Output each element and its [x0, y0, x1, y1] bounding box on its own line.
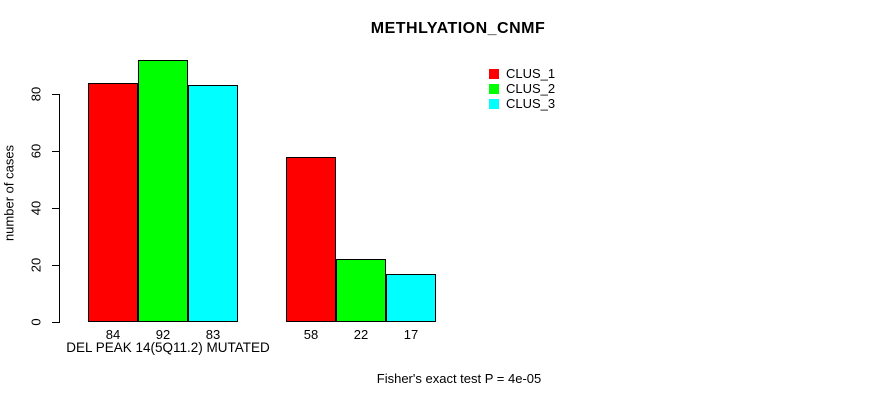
- chart-title: METHLYATION_CNMF: [370, 20, 546, 37]
- legend-row: CLUS_2: [489, 81, 555, 96]
- bar-clus_3-group1: [188, 85, 238, 322]
- legend-row: CLUS_3: [489, 96, 555, 111]
- legend-label: CLUS_3: [506, 96, 556, 111]
- y-tick-mark: [52, 264, 59, 266]
- x-axis-label: DEL PEAK 14(5Q11.2) MUTATED: [66, 340, 270, 355]
- bar-clus_2-group2: [336, 259, 386, 322]
- legend: CLUS_1 CLUS_2 CLUS_3: [489, 66, 555, 111]
- bar-value-label: 17: [403, 327, 419, 342]
- bar-clus_1-group2: [286, 156, 336, 322]
- y-tick-mark: [52, 93, 59, 95]
- bar-value-label: 83: [205, 327, 221, 342]
- bar-clus_1-group1: [88, 82, 138, 322]
- y-tick-label: 0: [28, 318, 44, 326]
- legend-label: CLUS_1: [506, 66, 556, 81]
- y-axis-line: [59, 94, 60, 323]
- bar-value-label: 58: [303, 327, 319, 342]
- y-tick-mark: [52, 150, 59, 152]
- legend-swatch-clus_3: [489, 98, 499, 109]
- legend-label: CLUS_2: [506, 81, 556, 96]
- legend-row: CLUS_1: [489, 66, 555, 81]
- bar-clus_2-group1: [138, 59, 188, 322]
- legend-swatch-clus_1: [489, 68, 499, 79]
- bar-value-label: 22: [353, 327, 369, 342]
- y-tick-mark: [52, 207, 59, 209]
- legend-swatch-clus_2: [489, 83, 499, 94]
- bar-value-label: 84: [105, 327, 121, 342]
- bar-value-label: 92: [155, 327, 171, 342]
- y-tick-label: 80: [28, 86, 44, 102]
- annotation-text: Fisher's exact test P = 4e-05: [376, 371, 542, 386]
- y-tick-label: 20: [28, 257, 44, 273]
- y-tick-label: 40: [28, 200, 44, 216]
- y-axis-label: number of cases: [1, 144, 17, 242]
- y-tick-mark: [52, 321, 59, 323]
- bar-clus_3-group2: [386, 273, 436, 322]
- y-tick-label: 60: [28, 143, 44, 159]
